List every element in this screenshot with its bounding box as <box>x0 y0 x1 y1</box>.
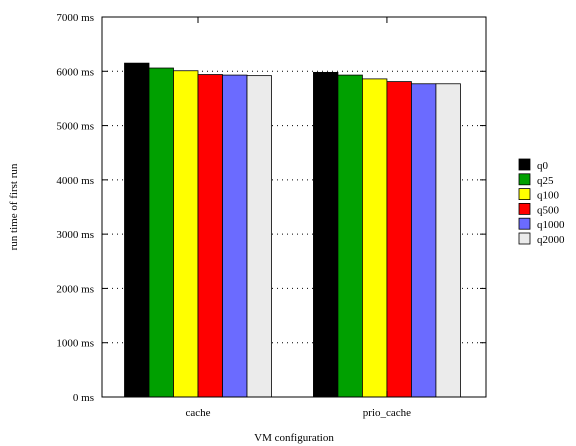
y-tick-label: 5000 ms <box>56 121 94 133</box>
y-tick-label: 4000 ms <box>56 175 94 187</box>
bar-q1000-cache <box>222 74 248 398</box>
y-axis: 0 ms 1000 ms 2000 ms 3000 ms 4000 ms 5000 ms 6… <box>56 12 486 404</box>
bar-q500-prio_cache <box>386 81 412 398</box>
x-tick-label: cache <box>185 407 210 419</box>
legend-swatch-q2000 <box>518 232 531 245</box>
legend-swatch-q0 <box>518 158 531 171</box>
legend-swatch-q25 <box>518 173 531 186</box>
y-tick-label: 3000 ms <box>56 229 94 241</box>
bar-q25-prio_cache <box>337 74 363 398</box>
bar-q0-cache <box>124 62 150 398</box>
y-tick-label: 2000 ms <box>56 283 94 295</box>
y-tick-label: 0 ms <box>73 392 94 404</box>
bar-q100-cache <box>173 70 199 398</box>
legend-label-q100: q100 <box>537 190 560 202</box>
bar-q100-prio_cache <box>362 78 388 398</box>
y-tick-label: 1000 ms <box>56 338 94 350</box>
y-axis-label: run time of first run <box>8 163 20 250</box>
bar-q1000-prio_cache <box>411 83 437 398</box>
legend-swatch-q500 <box>518 202 531 215</box>
legend-label-q500: q500 <box>537 204 560 216</box>
x-axis-label: VM configuration <box>254 432 334 444</box>
bars <box>124 62 461 398</box>
bar-q25-cache <box>148 67 174 398</box>
x-tick-label: prio_cache <box>363 407 411 419</box>
y-tick-label: 7000 ms <box>56 12 94 24</box>
y-tick-label: 6000 ms <box>56 66 94 78</box>
legend-swatch-q1000 <box>518 217 531 230</box>
bar-q0-prio_cache <box>313 71 339 398</box>
legend-swatch-q100 <box>518 188 531 201</box>
bar-q2000-prio_cache <box>435 83 461 398</box>
x-axis: cache prio_cache <box>185 17 411 419</box>
legend-label-q2000: q2000 <box>537 234 565 246</box>
legend: q0 q25 q100 q500 q1000 q2000 <box>518 158 565 246</box>
legend-label-q1000: q1000 <box>537 219 565 231</box>
bar-q500-cache <box>197 74 223 398</box>
bar-q2000-cache <box>246 75 272 398</box>
legend-label-q0: q0 <box>537 160 549 172</box>
legend-label-q25: q25 <box>537 175 554 187</box>
plot-frame <box>101 16 487 398</box>
